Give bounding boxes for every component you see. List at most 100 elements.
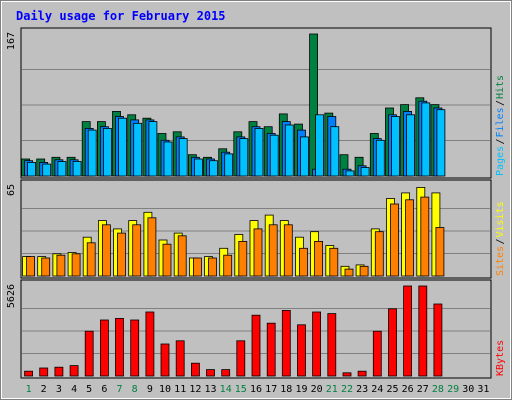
bar-visits-sites-day-8 (132, 224, 142, 277)
chart-title: Daily usage for February 2015 (16, 9, 226, 23)
bar-kbytes-kbytes-day-2 (39, 367, 49, 377)
bar-visits-sites-day-18 (283, 224, 293, 277)
bar-hits-pages-day-11 (178, 138, 188, 177)
bar-kbytes-kbytes-day-20 (312, 311, 322, 377)
bar-kbytes-kbytes-day-24 (372, 330, 382, 377)
legend-kbytes: KBytes (495, 340, 506, 376)
x-tick-label-day-14: 14 (220, 384, 232, 395)
bar-visits-sites-day-6 (102, 224, 111, 277)
x-tick-label-day-18: 18 (280, 384, 292, 395)
bar-kbytes-kbytes-day-1 (24, 370, 34, 377)
bar-visits-sites-day-10 (162, 243, 172, 277)
bar-visits-sites-day-15 (238, 240, 248, 277)
bar-hits-pages-day-12 (193, 158, 203, 177)
bar-kbytes-kbytes-day-4 (69, 365, 79, 377)
legend-separator: / (495, 238, 506, 244)
legend-hits: Pages/Files/Hits (495, 75, 506, 176)
bar-visits-sites-day-13 (208, 257, 217, 277)
bar-visits-sites-day-5 (86, 242, 96, 277)
bar-kbytes-kbytes-day-23 (357, 370, 367, 377)
bar-hits-pages-day-4 (72, 161, 82, 177)
bar-visits-sites-day-27 (420, 196, 430, 277)
bar-kbytes-kbytes-day-9 (145, 311, 155, 377)
panel-visits: 65 Sites /Visits (6, 179, 506, 279)
x-axis-labels: 1 2 3 4 5 6 7 8 9 10 11 12 13 14 15 16 17 18 19 20 21 22 23 24 2… (26, 384, 490, 395)
legend-pages: Pages (495, 146, 506, 176)
x-tick-label-day-11: 11 (174, 384, 186, 395)
bar-hits-pages-day-5 (87, 129, 97, 177)
x-tick-label-day-7: 7 (116, 384, 122, 395)
x-tick-label-day-20: 20 (311, 384, 323, 395)
bar-kbytes-kbytes-day-16 (251, 314, 261, 377)
bar-kbytes-kbytes-day-8 (130, 319, 140, 377)
bar-hits-pages-day-22 (345, 170, 355, 177)
bar-hits-pages-day-16 (254, 127, 264, 177)
bar-kbytes-kbytes-day-26 (403, 285, 413, 377)
x-tick-label-day-10: 10 (159, 384, 171, 395)
bar-kbytes-kbytes-day-12 (190, 362, 200, 377)
legend-visits: Sites /Visits (495, 201, 506, 276)
x-tick-label-day-13: 13 (204, 384, 216, 395)
bar-visits-sites-day-26 (405, 199, 415, 277)
bar-kbytes-kbytes-day-25 (388, 308, 397, 377)
x-tick-label-day-5: 5 (86, 384, 92, 395)
bar-hits-pages-day-26 (406, 114, 416, 177)
x-tick-label-day-25: 25 (386, 384, 398, 395)
bar-hits-pages-day-15 (239, 138, 249, 177)
outer-frame-highlight (1, 1, 511, 399)
bar-kbytes-kbytes-day-17 (266, 322, 276, 377)
bar-hits-pages-day-3 (57, 161, 67, 177)
bar-visits-sites-day-21 (329, 247, 339, 277)
bar-kbytes-kbytes-day-10 (160, 343, 170, 377)
bar-hits-pages-day-7 (118, 117, 127, 177)
bar-visits-sites-day-17 (268, 224, 278, 277)
bar-hits-pages-day-19 (300, 136, 309, 177)
x-tick-label-day-27: 27 (417, 384, 429, 395)
x-tick-label-day-1: 1 (26, 384, 32, 395)
legend-kbytes: KBytes (495, 340, 506, 376)
bar-visits-sites-day-1 (26, 256, 36, 277)
bar-hits-pages-day-24 (375, 139, 385, 177)
bar-hits-pages-day-20 (315, 114, 325, 177)
bar-visits-sites-day-25 (390, 203, 399, 277)
bar-hits-pages-day-21 (330, 126, 340, 177)
x-tick-label-day-22: 22 (341, 384, 353, 395)
bar-hits-pages-day-6 (103, 127, 112, 177)
bar-kbytes-kbytes-day-11 (175, 340, 185, 377)
bar-kbytes-kbytes-day-13 (206, 369, 215, 377)
x-tick-label-day-4: 4 (71, 384, 77, 395)
legend-hits: Hits (495, 75, 506, 99)
x-tick-label-day-15: 15 (235, 384, 247, 395)
y-max-label: 5626 (6, 284, 17, 308)
bar-hits-pages-day-2 (42, 163, 52, 177)
panel-kbytes: 5626 KBytes (6, 279, 506, 379)
bar-kbytes-kbytes-day-15 (236, 340, 246, 377)
bar-visits-sites-day-7 (117, 232, 126, 277)
bar-visits-sites-day-23 (359, 265, 369, 277)
legend-files: Files (495, 107, 506, 137)
bar-kbytes-kbytes-day-18 (281, 309, 291, 377)
bar-visits-sites-day-2 (41, 257, 51, 277)
bar-hits-pages-day-27 (421, 102, 431, 177)
bar-visits-sites-day-28 (435, 227, 445, 277)
x-tick-label-day-8: 8 (132, 384, 138, 395)
bar-kbytes-kbytes-day-5 (84, 330, 94, 377)
x-tick-label-day-28: 28 (432, 384, 444, 395)
x-tick-label-day-29: 29 (447, 384, 459, 395)
legend-separator: / (495, 138, 506, 144)
bar-hits-pages-day-17 (269, 134, 279, 177)
bar-visits-sites-day-19 (299, 247, 308, 277)
bar-hits-pages-day-10 (163, 141, 173, 177)
x-tick-label-day-31: 31 (477, 384, 489, 395)
x-tick-label-day-3: 3 (56, 384, 62, 395)
bar-kbytes-kbytes-day-3 (54, 366, 64, 377)
x-tick-label-day-17: 17 (265, 384, 277, 395)
x-tick-label-day-12: 12 (189, 384, 201, 395)
bar-hits-pages-day-28 (436, 109, 446, 177)
bar-hits-pages-day-13 (209, 160, 218, 177)
x-tick-label-day-30: 30 (462, 384, 474, 395)
legend-visits: Visits (495, 201, 506, 237)
bar-kbytes-kbytes-day-21 (327, 313, 337, 377)
